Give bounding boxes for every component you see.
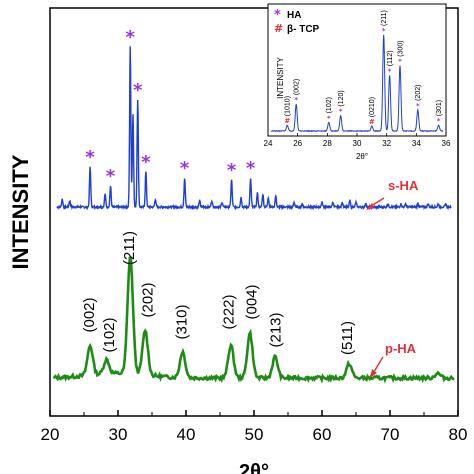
main-x-tick-label: 50 <box>245 425 264 444</box>
inset-x-tick-label: 26 <box>293 139 302 148</box>
inset-x-tick-label: 34 <box>412 139 421 148</box>
legend-symbol-ha: * <box>274 8 281 23</box>
inset-y-axis-label: INTENSITY <box>276 56 285 98</box>
main-x-tick-label: 80 <box>449 425 468 444</box>
s-ha-tag: s-HA <box>388 178 419 193</box>
p-ha-arrowhead <box>370 369 377 378</box>
legend-label-ha: HA <box>287 10 301 21</box>
p-ha-hkl-label: (004) <box>244 284 261 319</box>
main-x-tick-label: 30 <box>109 425 128 444</box>
main-x-tick-label: 70 <box>381 425 400 444</box>
inset-hkl-label: (112) <box>387 50 394 66</box>
inset-hkl-label: (120) <box>338 90 345 106</box>
p-ha-tag: p-HA <box>385 341 417 356</box>
ha-peak-marker: * <box>106 166 116 187</box>
s-ha-markers: * * * * * * * * <box>85 27 255 187</box>
ha-peak-marker: * <box>398 58 402 66</box>
inset-x-tick-label: 24 <box>264 139 273 148</box>
main-x-tick-label: 40 <box>177 425 196 444</box>
p-ha-hkl-label: (002) <box>81 297 98 332</box>
legend-symbol-tcp: # <box>274 22 283 35</box>
legend-label-tcp: β- TCP <box>287 24 320 35</box>
tcp-peak-marker: # <box>284 117 290 125</box>
ha-peak-marker: * <box>382 27 386 35</box>
ha-peak-marker: * <box>180 158 190 179</box>
inset-hkl-label: (301) <box>436 100 443 116</box>
main-y-axis-label: INTENSITY <box>8 154 33 269</box>
inset-x-tick-label: 32 <box>382 139 391 148</box>
inset-x-tick-label: 30 <box>353 139 362 148</box>
inset-frame <box>267 3 447 137</box>
inset-x-tick-label: 28 <box>323 139 332 148</box>
p-ha-hkl-labels: (002)(102) (211)(202) (310) (222) (004) (213)… <box>81 231 356 355</box>
inset-hkl-label: (211) <box>381 10 388 26</box>
inset-hkl-label: (002) <box>294 79 301 95</box>
p-ha-hkl-label: (213) <box>267 312 284 347</box>
p-ha-hkl-label: (310) <box>174 304 191 339</box>
inset-hkl-label: (202) <box>415 85 422 101</box>
s-ha-arrowhead <box>366 203 374 210</box>
ha-peak-marker: * <box>227 160 237 181</box>
inset-hkl-label: (0210) <box>369 97 376 117</box>
p-ha-hkl-label: (202) <box>140 282 157 317</box>
inset-x-axis-label: 2θ° <box>356 152 368 161</box>
p-ha-hkl-label: (102) <box>101 317 118 352</box>
inset-x-axis: 24 26 28 30 32 34 36 <box>264 133 451 148</box>
series-line-p-ha <box>52 256 455 384</box>
p-ha-hkl-label: (511) <box>339 321 356 355</box>
ha-peak-marker: * <box>388 67 392 75</box>
main-x-axis-label: 2θ° <box>239 461 269 474</box>
ha-peak-marker: * <box>339 108 343 116</box>
inset-x-tick-label: 36 <box>442 139 451 148</box>
p-ha-hkl-label: (222) <box>220 294 237 329</box>
ha-peak-marker: * <box>133 80 143 101</box>
inset-hkl-label: (1010) <box>285 96 292 116</box>
main-x-axis: 20 30 40 50 60 70 80 <box>41 410 468 444</box>
inset-hkl-label: (300) <box>397 40 404 56</box>
ha-peak-marker: * <box>85 147 95 168</box>
ha-peak-marker: * <box>126 27 136 48</box>
ha-peak-marker: * <box>246 158 256 179</box>
ha-peak-marker: * <box>294 96 298 104</box>
ha-peak-marker: * <box>327 114 331 122</box>
ha-peak-marker: * <box>437 117 441 125</box>
inset-hkl-labels: #(1010) *(002)*(102) *(120)#(0210)*(211)*(… <box>284 10 443 126</box>
ha-peak-marker: * <box>141 152 151 173</box>
main-x-tick-label: 60 <box>313 425 332 444</box>
ha-peak-marker: * <box>416 102 420 110</box>
series-line-inset <box>270 34 444 133</box>
series-line-s-ha <box>56 46 452 211</box>
tcp-peak-marker: # <box>369 118 375 126</box>
p-ha-hkl-label: (211) <box>121 231 138 265</box>
inset-hkl-label: (102) <box>326 97 333 113</box>
main-x-tick-label: 20 <box>41 425 60 444</box>
